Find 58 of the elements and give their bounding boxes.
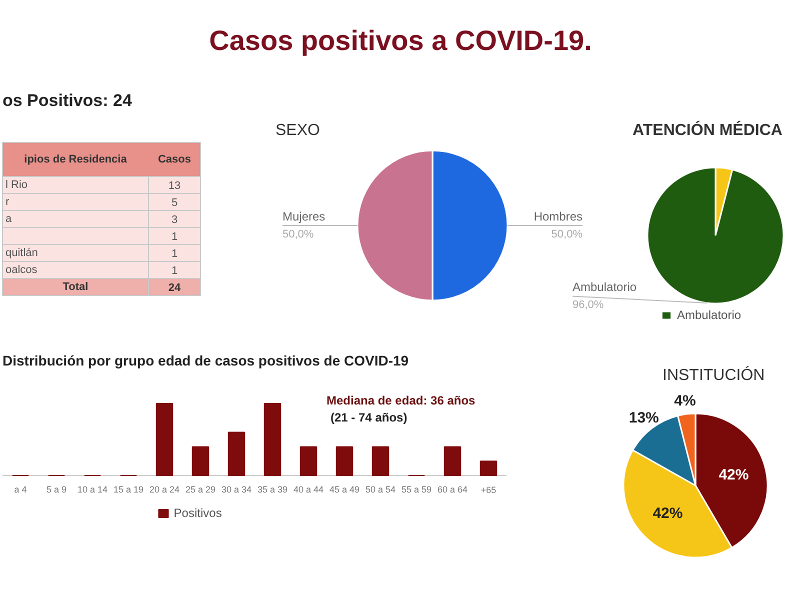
data-label: 1 — [171, 231, 178, 243]
text: Total — [62, 281, 88, 293]
category-label: a — [6, 213, 12, 225]
text: Casos — [158, 154, 192, 166]
bar — [228, 432, 246, 476]
chart-title: SEXO — [276, 122, 320, 139]
category-label: quitlán — [6, 247, 38, 259]
slice-label: Mujeres — [282, 210, 326, 224]
data-label: 13 — [168, 180, 181, 192]
bar — [156, 403, 174, 476]
text: Casos positivos a COVID-19. — [209, 25, 592, 56]
bar — [444, 446, 462, 476]
bar — [264, 403, 282, 476]
x-tick-label: 20 a 24 — [149, 484, 180, 494]
x-tick-label: 45 a 49 — [329, 484, 360, 494]
x-tick-label: a 4 — [14, 484, 27, 494]
category-label: l Rio — [6, 179, 28, 191]
data-label: 4% — [674, 392, 696, 410]
chart-title: INSTITUCIÓN — [662, 366, 765, 384]
x-tick-label: 30 a 34 — [221, 484, 252, 494]
x-tick-label: 40 a 44 — [293, 484, 324, 494]
bar — [336, 446, 354, 476]
x-tick-label: 50 a 54 — [365, 484, 396, 494]
x-tick-label: +65 — [480, 485, 496, 495]
bar — [300, 446, 318, 476]
data-label: 5 — [171, 197, 178, 209]
chart-title: ATENCIÓN MÉDICA — [632, 120, 783, 139]
x-tick-label: 10 a 14 — [77, 484, 108, 494]
text: ipios de Residencia — [24, 154, 128, 166]
category-label: oalcos — [6, 264, 38, 276]
chart-title: Distribución por grupo edad de casos positivos de COVID-19 — [2, 352, 409, 368]
bar — [192, 446, 210, 476]
data-label: 50,0% — [282, 228, 314, 240]
legend-label: Positivos — [174, 506, 222, 520]
annotation: Mediana de edad: 36 años — [326, 394, 476, 408]
data-label: 42% — [652, 505, 683, 522]
x-tick-label: 25 a 29 — [185, 484, 216, 494]
x-tick-label: 55 a 59 — [401, 484, 432, 494]
slice-label: Hombres — [534, 210, 583, 224]
slice-label: Ambulatorio — [572, 280, 637, 294]
x-tick-label: 5 a 9 — [46, 484, 67, 494]
x-tick-label: 35 a 39 — [257, 484, 288, 494]
data-label: 96,0% — [572, 299, 604, 312]
bar — [480, 460, 498, 476]
x-tick-label: 60 a 64 — [437, 484, 468, 494]
category-label: r — [6, 196, 10, 208]
legend-label: Ambulatorio — [677, 308, 742, 322]
data-label: 42% — [718, 466, 749, 484]
bar — [372, 446, 390, 476]
text: os Positivos: 24 — [2, 91, 132, 110]
data-label: 13% — [628, 410, 659, 427]
data-label: 1 — [171, 248, 178, 260]
text: 24 — [168, 282, 182, 294]
x-tick-label: 15 a 19 — [113, 484, 144, 494]
annotation: (21 - 74 años) — [330, 410, 408, 424]
data-label: 3 — [171, 214, 178, 226]
data-label: 1 — [171, 265, 178, 277]
data-label: 50,0% — [551, 228, 583, 240]
